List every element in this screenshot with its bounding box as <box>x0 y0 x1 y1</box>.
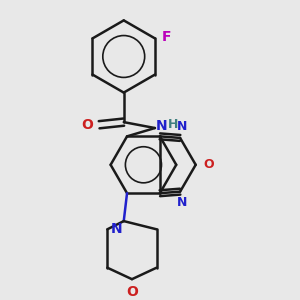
Text: O: O <box>81 118 93 132</box>
Text: H: H <box>167 118 178 130</box>
Text: N: N <box>177 120 187 133</box>
Text: N: N <box>156 119 167 134</box>
Text: N: N <box>177 196 187 209</box>
Text: N: N <box>110 222 122 236</box>
Text: O: O <box>203 158 214 171</box>
Text: F: F <box>162 30 172 44</box>
Text: O: O <box>126 285 138 299</box>
